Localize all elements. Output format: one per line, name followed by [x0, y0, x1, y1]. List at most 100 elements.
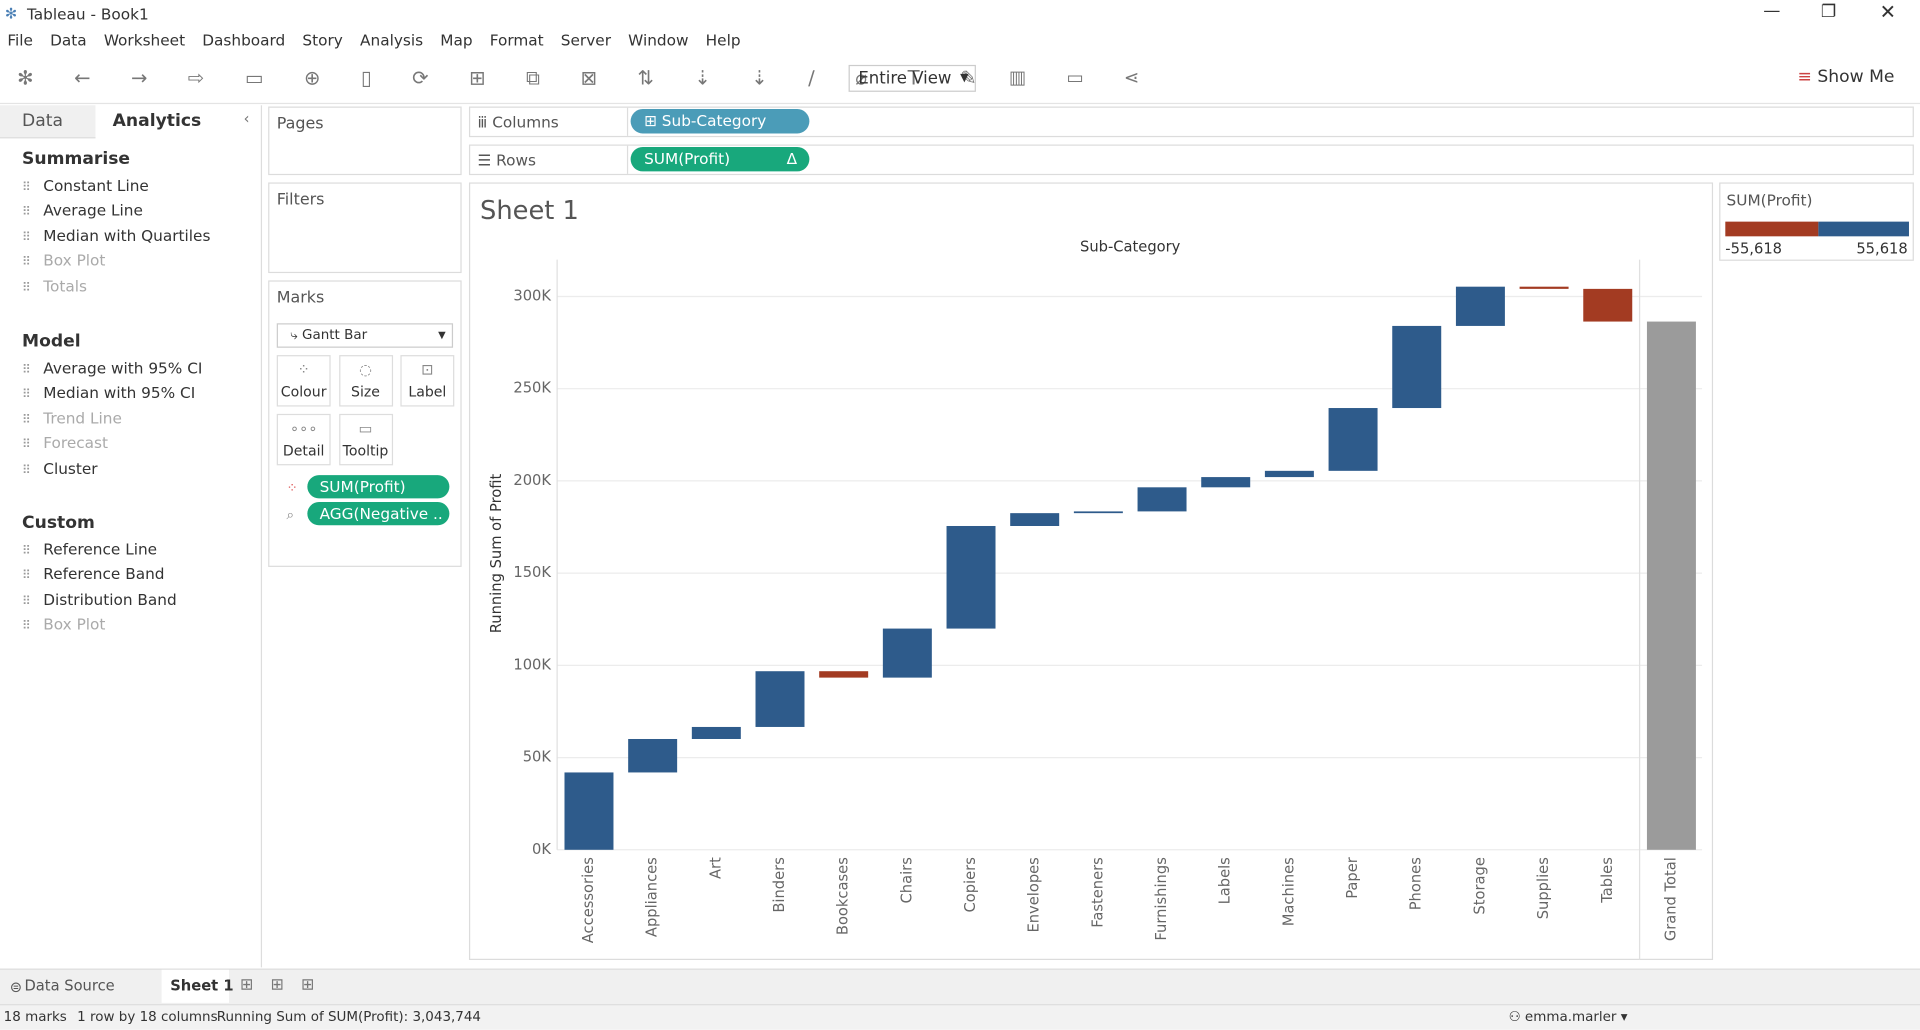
mark-button[interactable]: ⊡ Label	[400, 355, 455, 407]
menu-item[interactable]: Map	[440, 30, 473, 49]
tab[interactable]: ⊜	[9, 978, 23, 996]
analytics-item: ⠿ Box Plot	[22, 251, 105, 269]
mark-label: Tooltip	[342, 442, 389, 460]
rows-pill[interactable]: SUM(Profit) Δ	[630, 146, 810, 172]
mark-icon: ⊡	[421, 361, 434, 379]
legend-title: SUM(Profit)	[1726, 191, 1813, 210]
pill-label: SUM(Profit)	[644, 149, 731, 168]
tab-label[interactable]: Data Source	[24, 977, 115, 995]
marks-pill[interactable]: AGG(Negative ..	[307, 502, 450, 526]
tab-active	[161, 969, 229, 1003]
sheet-view: Sheet 1	[468, 182, 1714, 961]
menu-item[interactable]: File	[7, 30, 33, 49]
section-title: Model	[22, 331, 81, 352]
item-label: Box Plot	[43, 251, 106, 270]
analytics-item[interactable]: ⠿ Median with 95% CI	[22, 384, 195, 402]
pill-icon: ⌕	[286, 506, 295, 523]
show-me[interactable]: ≡ Show Me	[1797, 67, 1895, 87]
mark-button[interactable]: ∘∘∘ Detail	[276, 413, 331, 466]
mark-label: Detail	[282, 442, 325, 460]
tab-label[interactable]: Sheet 1	[170, 977, 234, 995]
analytics-item[interactable]: ⠿ Average Line	[22, 201, 143, 219]
item-icon: ⠿	[22, 413, 32, 428]
menu-item[interactable]: Window	[628, 30, 689, 49]
item-label: Constant Line	[43, 176, 149, 195]
columns-pill[interactable]: ⊞ Sub-Category	[630, 108, 810, 134]
toolbar-icons-right: ▥ ▭ ⋖	[1008, 66, 1157, 89]
mark-button[interactable]: ⁘ Colour	[276, 355, 331, 407]
analytics-item[interactable]: ⠿ Reference Line	[22, 540, 157, 558]
view-label: Entire View	[858, 68, 952, 89]
window-title: Tableau - Book1	[26, 4, 149, 24]
status-text: 18 marks	[3, 1008, 67, 1025]
item-icon: ⠿	[22, 181, 32, 195]
status-text: 1 row by 18 columns	[77, 1008, 218, 1025]
mark-button[interactable]: ▭ Tooltip	[338, 413, 393, 466]
marks-card: Marks ⤷ Gantt Bar ▼ ⁘ Colour ◌ Size ⊡ Label ∘∘∘…	[268, 280, 462, 567]
analytics-item[interactable]: ⠿ Reference Band	[22, 565, 164, 583]
pill-icon: ⁘	[286, 480, 298, 496]
item-label: Box Plot	[43, 614, 106, 634]
sheet-tabs: ⊜ Data Source Sheet 1 ⊞⊞⊞	[0, 968, 1920, 1005]
shelf-name: Columns	[492, 112, 559, 132]
title-bar: ✻ Tableau - Book1 — ❐ ✕	[0, 0, 1920, 30]
item-label: Cluster	[43, 458, 98, 478]
item-label: Trend Line	[43, 408, 122, 428]
item-icon: ⠿	[22, 363, 32, 378]
analytics-item[interactable]: ⠿ Constant Line	[22, 176, 149, 194]
item-icon: ⠿	[22, 438, 32, 453]
close[interactable]: ✕	[1879, 0, 1897, 24]
item-icon: ⠿	[22, 388, 32, 403]
item-label: Forecast	[43, 433, 109, 453]
collapse[interactable]: ‹	[243, 110, 250, 128]
menu-item[interactable]: Help	[705, 30, 741, 49]
toolbar-icons: ✻ ← → ⇨ ▭ ⊕ ▯ ⟳ ⊞ ⧉ ⊠ ⇅ ⇣ ⇣ ∕ ⌀ T ✎	[17, 66, 994, 90]
status-bar: ⚇ emma.marler ▾ 18 marks 1 row by 18 colu…	[0, 1004, 1920, 1030]
analytics-item[interactable]: ⠿ Average with 95% CI	[22, 359, 202, 377]
menu-item[interactable]: Story	[302, 30, 343, 49]
minimize[interactable]: —	[1763, 1, 1781, 21]
menu-item[interactable]: Format	[489, 30, 544, 49]
user-name: emma.marler	[1524, 1008, 1617, 1025]
item-icon: ⠿	[22, 619, 32, 634]
card-title: Pages	[276, 115, 324, 134]
analytics-tab[interactable]: Analytics	[112, 111, 202, 132]
analytics-item[interactable]: ⠿ Cluster	[22, 459, 98, 477]
restore[interactable]: ❐	[1820, 2, 1837, 23]
analytics-item: ⠿ Totals	[22, 276, 87, 294]
item-label: Median with 95% CI	[43, 383, 196, 403]
item-icon: ⠿	[22, 256, 32, 270]
shelf-label: ⅲ Columns	[477, 112, 559, 132]
marks-pill[interactable]: SUM(Profit)	[307, 475, 450, 499]
menu-item[interactable]: Dashboard	[202, 30, 286, 49]
mark-type[interactable]: ⤷ Gantt Bar ▼	[276, 323, 454, 348]
pages-card: Pages	[268, 106, 462, 176]
legend: SUM(Profit) -55,618 55,618	[1719, 182, 1914, 261]
menu-item[interactable]: Server	[560, 30, 612, 49]
shelf-name: Rows	[496, 150, 536, 169]
mark-button[interactable]: ◌ Size	[338, 355, 393, 407]
user[interactable]: ⚇ emma.marler ▾	[1508, 1008, 1628, 1025]
section-title: Custom	[22, 513, 95, 533]
card-title: Filters	[276, 191, 325, 210]
menu-bar: File Data Worksheet Dashboard Story Analysis M…	[0, 31, 749, 55]
item-label: Median with Quartiles	[43, 226, 211, 245]
card-title: Marks	[276, 288, 325, 308]
item-icon: ⠿	[22, 463, 32, 478]
mark-icon: ⁘	[297, 361, 310, 379]
analytics-item[interactable]: ⠿ Median with Quartiles	[22, 226, 210, 244]
item-icon: ⠿	[22, 281, 32, 295]
mark-label: Size	[351, 383, 380, 401]
shelf-label: ☰ Rows	[477, 150, 536, 169]
filters-card: Filters	[268, 182, 462, 274]
analytics-item[interactable]: ⠿ Distribution Band	[22, 590, 177, 608]
data-tab[interactable]: Data	[0, 105, 96, 139]
menu-item[interactable]: Worksheet	[103, 30, 186, 49]
view-dropdown[interactable]: Entire View ▼	[848, 64, 976, 92]
mark-label: Colour	[280, 383, 327, 401]
analytics-item: ⠿ Trend Line	[22, 409, 122, 427]
menu-item[interactable]: Data	[50, 30, 87, 49]
toolbar: ✻ ← → ⇨ ▭ ⊕ ▯ ⟳ ⊞ ⧉ ⊠ ⇅ ⇣ ⇣ ∕ ⌀ T ✎ Enti…	[0, 56, 1920, 105]
menu-item[interactable]: Analysis	[360, 30, 424, 49]
